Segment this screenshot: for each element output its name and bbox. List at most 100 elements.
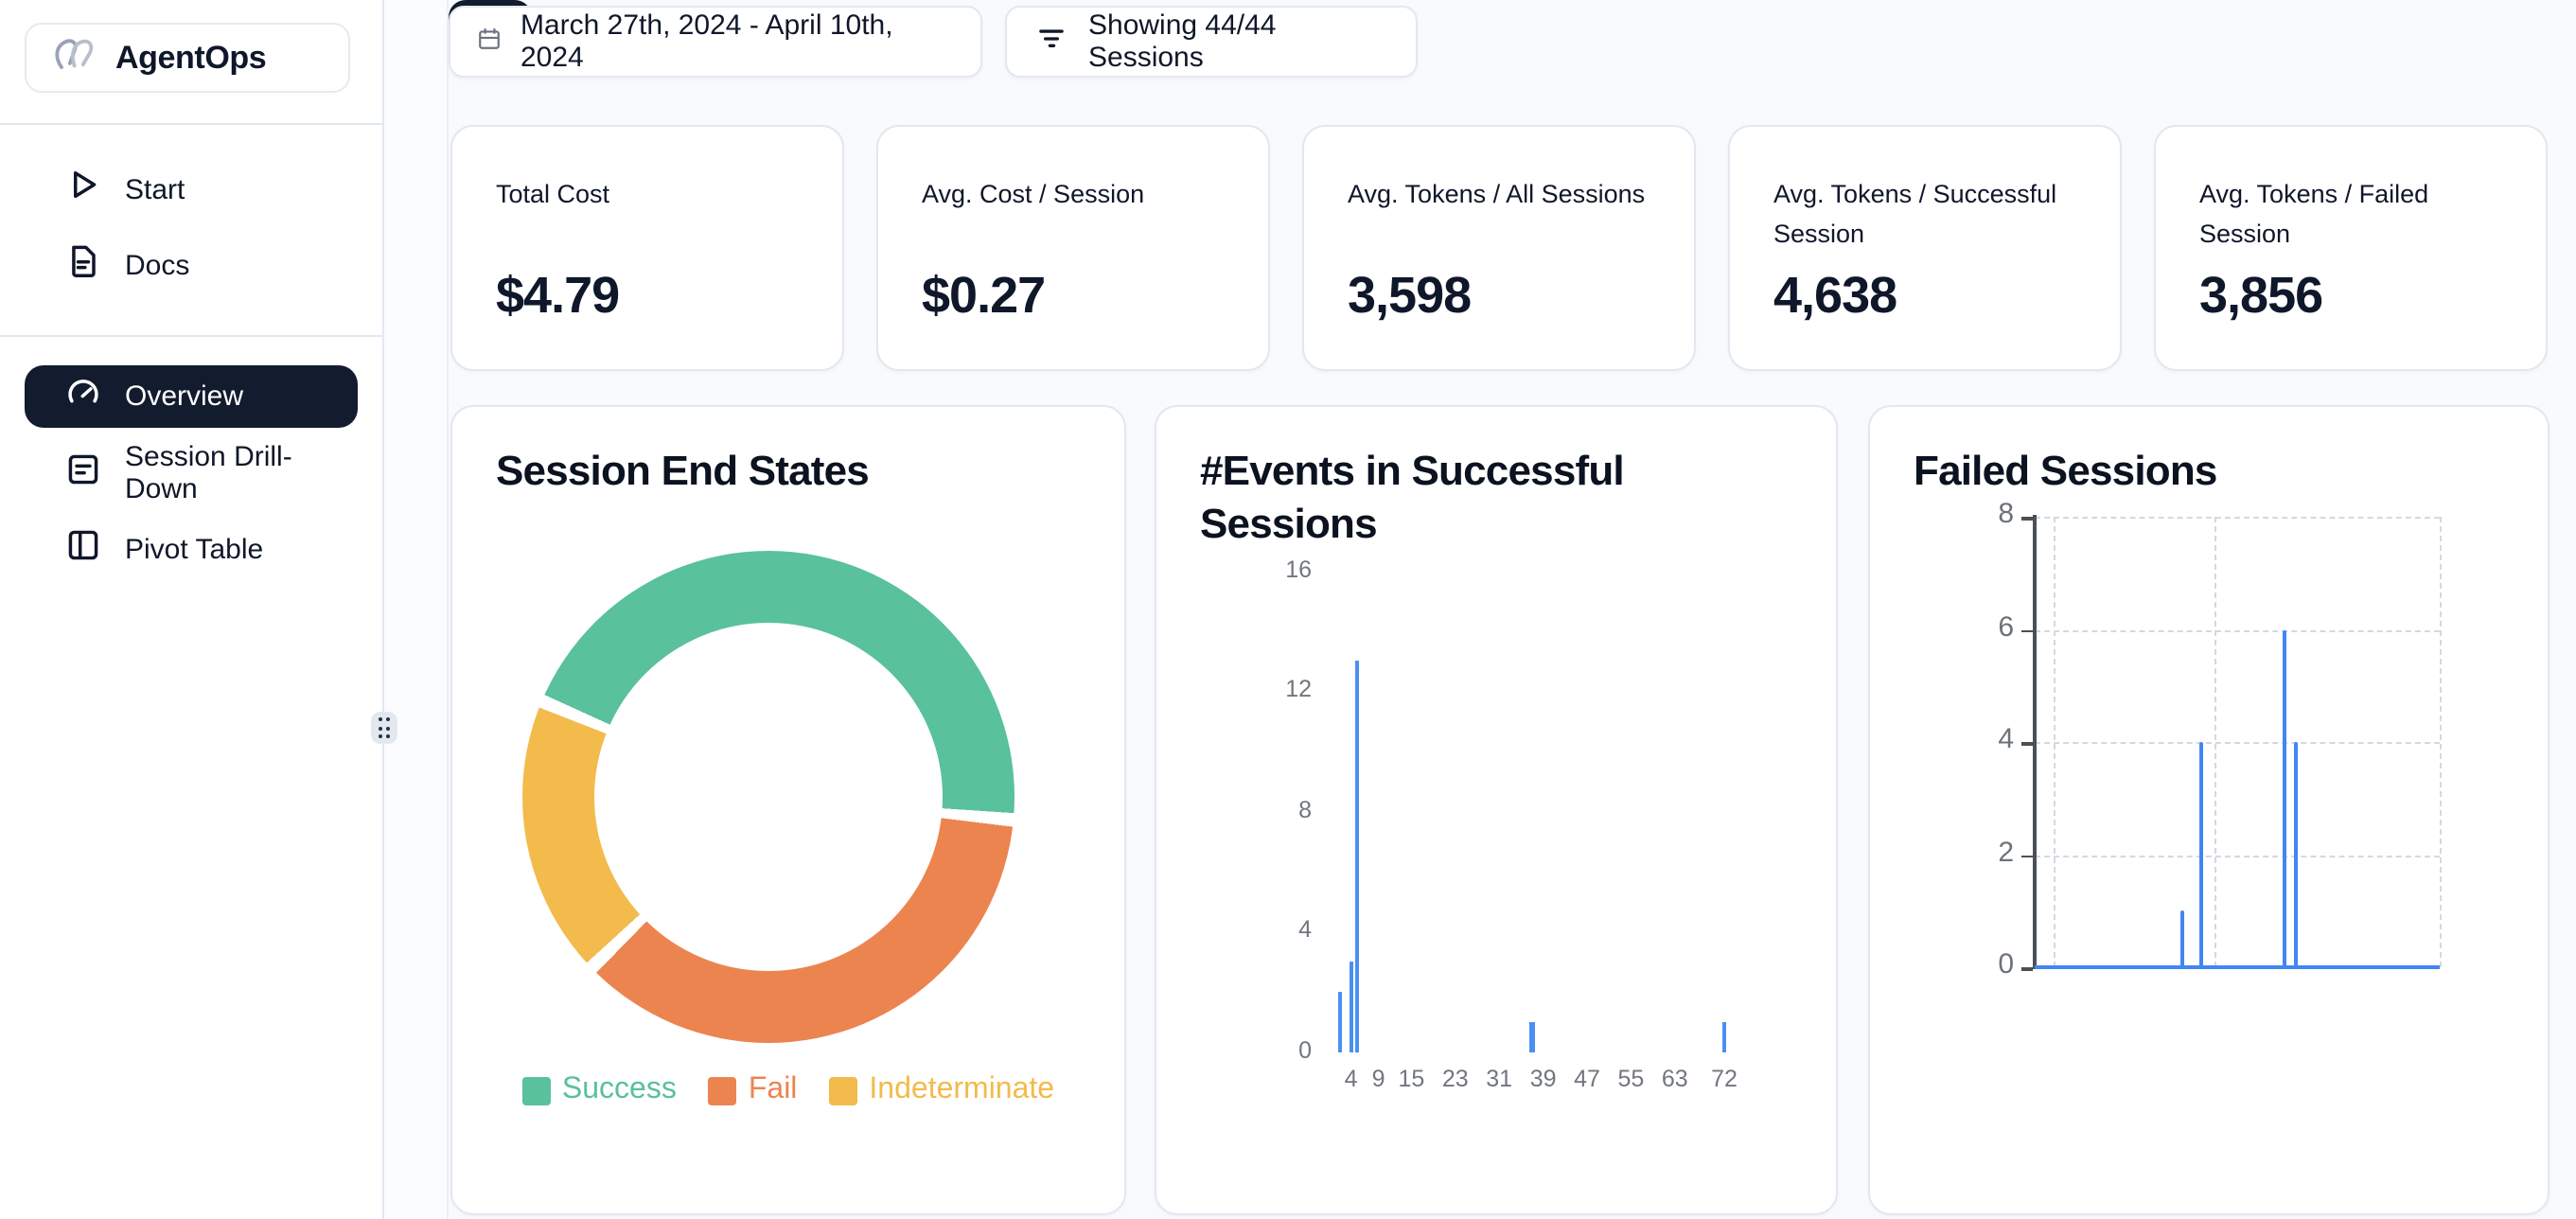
chart-title: #Events in Successful Sessions: [1200, 447, 1625, 547]
sessions-filter-button[interactable]: Showing 44/44 Sessions: [1005, 6, 1418, 78]
sidebar-item-label: Docs: [125, 249, 190, 281]
chart-title: Session End States: [496, 447, 870, 494]
gridline-v: [2053, 517, 2055, 967]
x-tick-label: 55: [1617, 1066, 1645, 1092]
resize-drag-handle[interactable]: [371, 712, 397, 744]
filter-lines-icon: [1033, 20, 1069, 63]
stat-card-value: 4,638: [1773, 267, 1897, 324]
brand-logo-button[interactable]: AgentOps: [25, 23, 350, 93]
count-spike[interactable]: [2283, 629, 2287, 967]
y-axis-tick: [2021, 855, 2033, 857]
stat-card: Avg. Tokens / All Sessions 3,598: [1302, 125, 1696, 371]
sidebar-item-start[interactable]: Start: [25, 151, 358, 227]
sidebar-item-label: Pivot Table: [125, 533, 264, 565]
sidebar-item-label: Session Drill-Down: [125, 441, 292, 505]
x-tick-label: 47: [1574, 1066, 1600, 1092]
chart-title: Failed Sessions: [1914, 447, 2217, 494]
histogram-bar[interactable]: [1721, 1022, 1727, 1052]
gridline-v: [2440, 517, 2442, 967]
x-tick-label: 63: [1661, 1066, 1688, 1092]
gridline-h: [2035, 855, 2440, 857]
gridline-v: [2214, 517, 2216, 967]
sidebar-item-label: Overview: [125, 380, 244, 413]
date-range-label: March 27th, 2024 - April 10th, 2024: [520, 9, 893, 74]
stat-card-value: 3,856: [2199, 267, 2323, 324]
count-line: [2035, 965, 2440, 969]
y-tick-label: 8: [1998, 498, 2014, 530]
x-tick-label: 15: [1398, 1066, 1425, 1092]
legend-item-success[interactable]: Success: [521, 1073, 677, 1107]
x-tick-label: 23: [1441, 1066, 1469, 1092]
count-spike[interactable]: [2293, 742, 2298, 967]
stat-card: Total Cost $4.79: [450, 125, 844, 371]
histogram-bar[interactable]: [1354, 661, 1359, 1052]
sidebar-divider: [0, 123, 382, 125]
x-tick-label: 31: [1486, 1066, 1513, 1092]
y-axis-line: [2033, 515, 2036, 969]
y-tick-label: 16: [1285, 556, 1312, 583]
sidebar-item-label: Start: [125, 173, 185, 205]
stat-card-value: $4.79: [496, 267, 620, 324]
x-tick-label: 39: [1529, 1066, 1557, 1092]
stat-card: Avg. Tokens / Failed Session 3,856: [2154, 125, 2548, 371]
split-panel-icon: [62, 524, 104, 574]
legend-item-fail[interactable]: Fail: [708, 1073, 797, 1107]
y-axis-tick: [2021, 967, 2033, 970]
events-histogram-card: #Events in Successful Sessions 16 12 8 4 0 4 9…: [1155, 405, 1838, 1215]
stat-card-value: $0.27: [922, 267, 1046, 324]
sidebar-item-session-drill-down[interactable]: Session Drill-Down: [25, 435, 358, 511]
y-tick-label: 4: [1998, 723, 2014, 755]
sessions-filter-label: Showing 44/44 Sessions: [1088, 9, 1277, 74]
paperclips-icon: [49, 30, 98, 85]
donut-legend: Success Fail Indeterminate: [452, 1073, 1124, 1107]
stat-card-value: 3,598: [1348, 267, 1472, 324]
legend-swatch: [708, 1076, 737, 1104]
sidebar-item-overview[interactable]: Overview: [25, 365, 358, 428]
sidebar-resizer-gutter: [371, 0, 449, 1219]
sidebar-divider: [0, 335, 382, 337]
gridline-h: [2035, 742, 2440, 744]
sidebar-item-docs[interactable]: Docs: [25, 227, 358, 303]
legend-item-indeterminate[interactable]: Indeterminate: [829, 1073, 1054, 1107]
count-spike[interactable]: [2199, 742, 2204, 967]
stat-card-label: Avg. Tokens / Failed Session: [2199, 180, 2429, 248]
legend-label: Indeterminate: [869, 1073, 1055, 1105]
list-box-icon: [62, 449, 104, 498]
y-axis-tick: [2021, 629, 2033, 632]
gridline-h: [2035, 517, 2440, 519]
legend-swatch: [521, 1076, 551, 1104]
y-tick-label: 6: [1998, 610, 2014, 643]
stat-card: Avg. Cost / Session $0.27: [876, 125, 1270, 371]
histogram-bar[interactable]: [1337, 992, 1343, 1052]
count-spike[interactable]: [2180, 910, 2185, 967]
stat-card-label: Total Cost: [496, 180, 610, 208]
stat-card-label: Avg. Cost / Session: [922, 180, 1145, 208]
stat-card-label: Avg. Tokens / Successful Session: [1773, 180, 2057, 248]
main-content: March 27th, 2024 - April 10th, 2024 Show…: [449, 0, 2576, 1219]
stat-card-label: Avg. Tokens / All Sessions: [1348, 180, 1646, 208]
gridline-h: [2035, 629, 2440, 631]
y-tick-label: 2: [1998, 836, 2014, 868]
sidebar: AgentOps Start Docs Overview Session Drill…: [0, 0, 384, 1219]
calendar-icon: [477, 26, 502, 58]
x-tick-label: 9: [1371, 1066, 1385, 1092]
y-tick-label: 0: [1998, 948, 2014, 980]
sidebar-item-pivot-table[interactable]: Pivot Table: [25, 511, 358, 587]
gauge-icon: [62, 372, 104, 421]
histogram-bar[interactable]: [1529, 1022, 1535, 1052]
session-end-states-card: Session End States Success Fail Indetermin…: [450, 405, 1126, 1215]
play-icon: [62, 165, 104, 214]
stat-card: Avg. Tokens / Successful Session 4,638: [1728, 125, 2122, 371]
document-icon: [62, 240, 104, 290]
y-tick-label: 12: [1285, 676, 1312, 703]
date-range-button[interactable]: March 27th, 2024 - April 10th, 2024: [449, 6, 982, 78]
legend-label: Success: [561, 1073, 677, 1105]
legend-swatch: [829, 1076, 858, 1104]
y-tick-label: 4: [1298, 916, 1312, 944]
histogram-bar[interactable]: [1349, 962, 1354, 1052]
x-tick-label: 72: [1711, 1066, 1738, 1092]
x-tick-label: 4: [1344, 1066, 1358, 1092]
y-axis-tick: [2021, 517, 2033, 520]
